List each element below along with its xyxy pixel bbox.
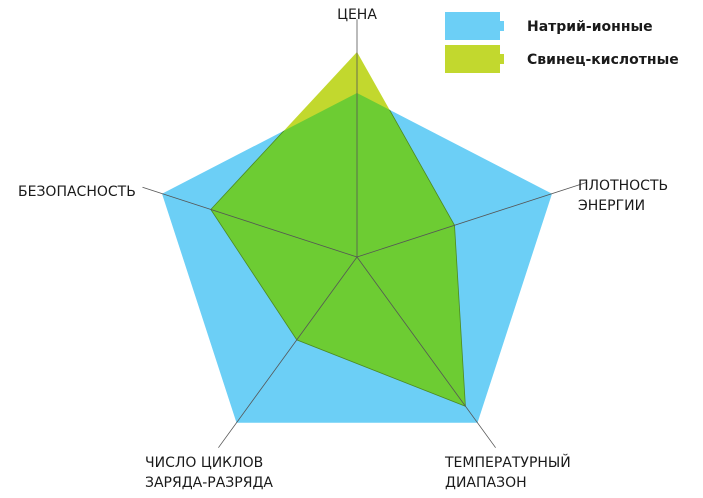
axis-label-2: ПЛОТНОСТЬ ЭНЕРГИИ xyxy=(578,178,668,214)
axis-line-2 xyxy=(356,181,588,258)
axis-label-layer: ЦЕНА ПЛОТНОСТЬ ЭНЕРГИИ ТЕМПЕРАТУРНЫЙ ДИАПАЗО… xyxy=(18,7,668,491)
axis-label-4: ЧИСЛО ЦИКЛОВ ЗАРЯДА-РАЗРЯДА xyxy=(145,455,273,491)
legend-label-2: Свинец-кислотные xyxy=(527,52,679,68)
axis-layer xyxy=(142,19,588,448)
legend: Натрий-ионные Свинец-кислотные xyxy=(445,12,679,73)
axis-line-3 xyxy=(356,256,496,448)
axis-label-5: БЕЗОПАСНОСТЬ xyxy=(18,184,136,200)
legend-item-1: Натрий-ионные xyxy=(445,12,653,40)
battery-icon xyxy=(445,12,504,40)
axis-label-3: ТЕМПЕРАТУРНЫЙ ДИАПАЗОН xyxy=(444,453,571,491)
axis-line-5 xyxy=(142,186,358,258)
battery-icon xyxy=(445,45,504,73)
axis-label-1: ЦЕНА xyxy=(337,7,377,23)
axis-line-4 xyxy=(218,256,358,448)
series-layer xyxy=(161,51,553,423)
legend-item-2: Свинец-кислотные xyxy=(445,45,679,73)
legend-label-1: Натрий-ионные xyxy=(527,19,653,35)
series-overlap-area xyxy=(210,93,466,407)
